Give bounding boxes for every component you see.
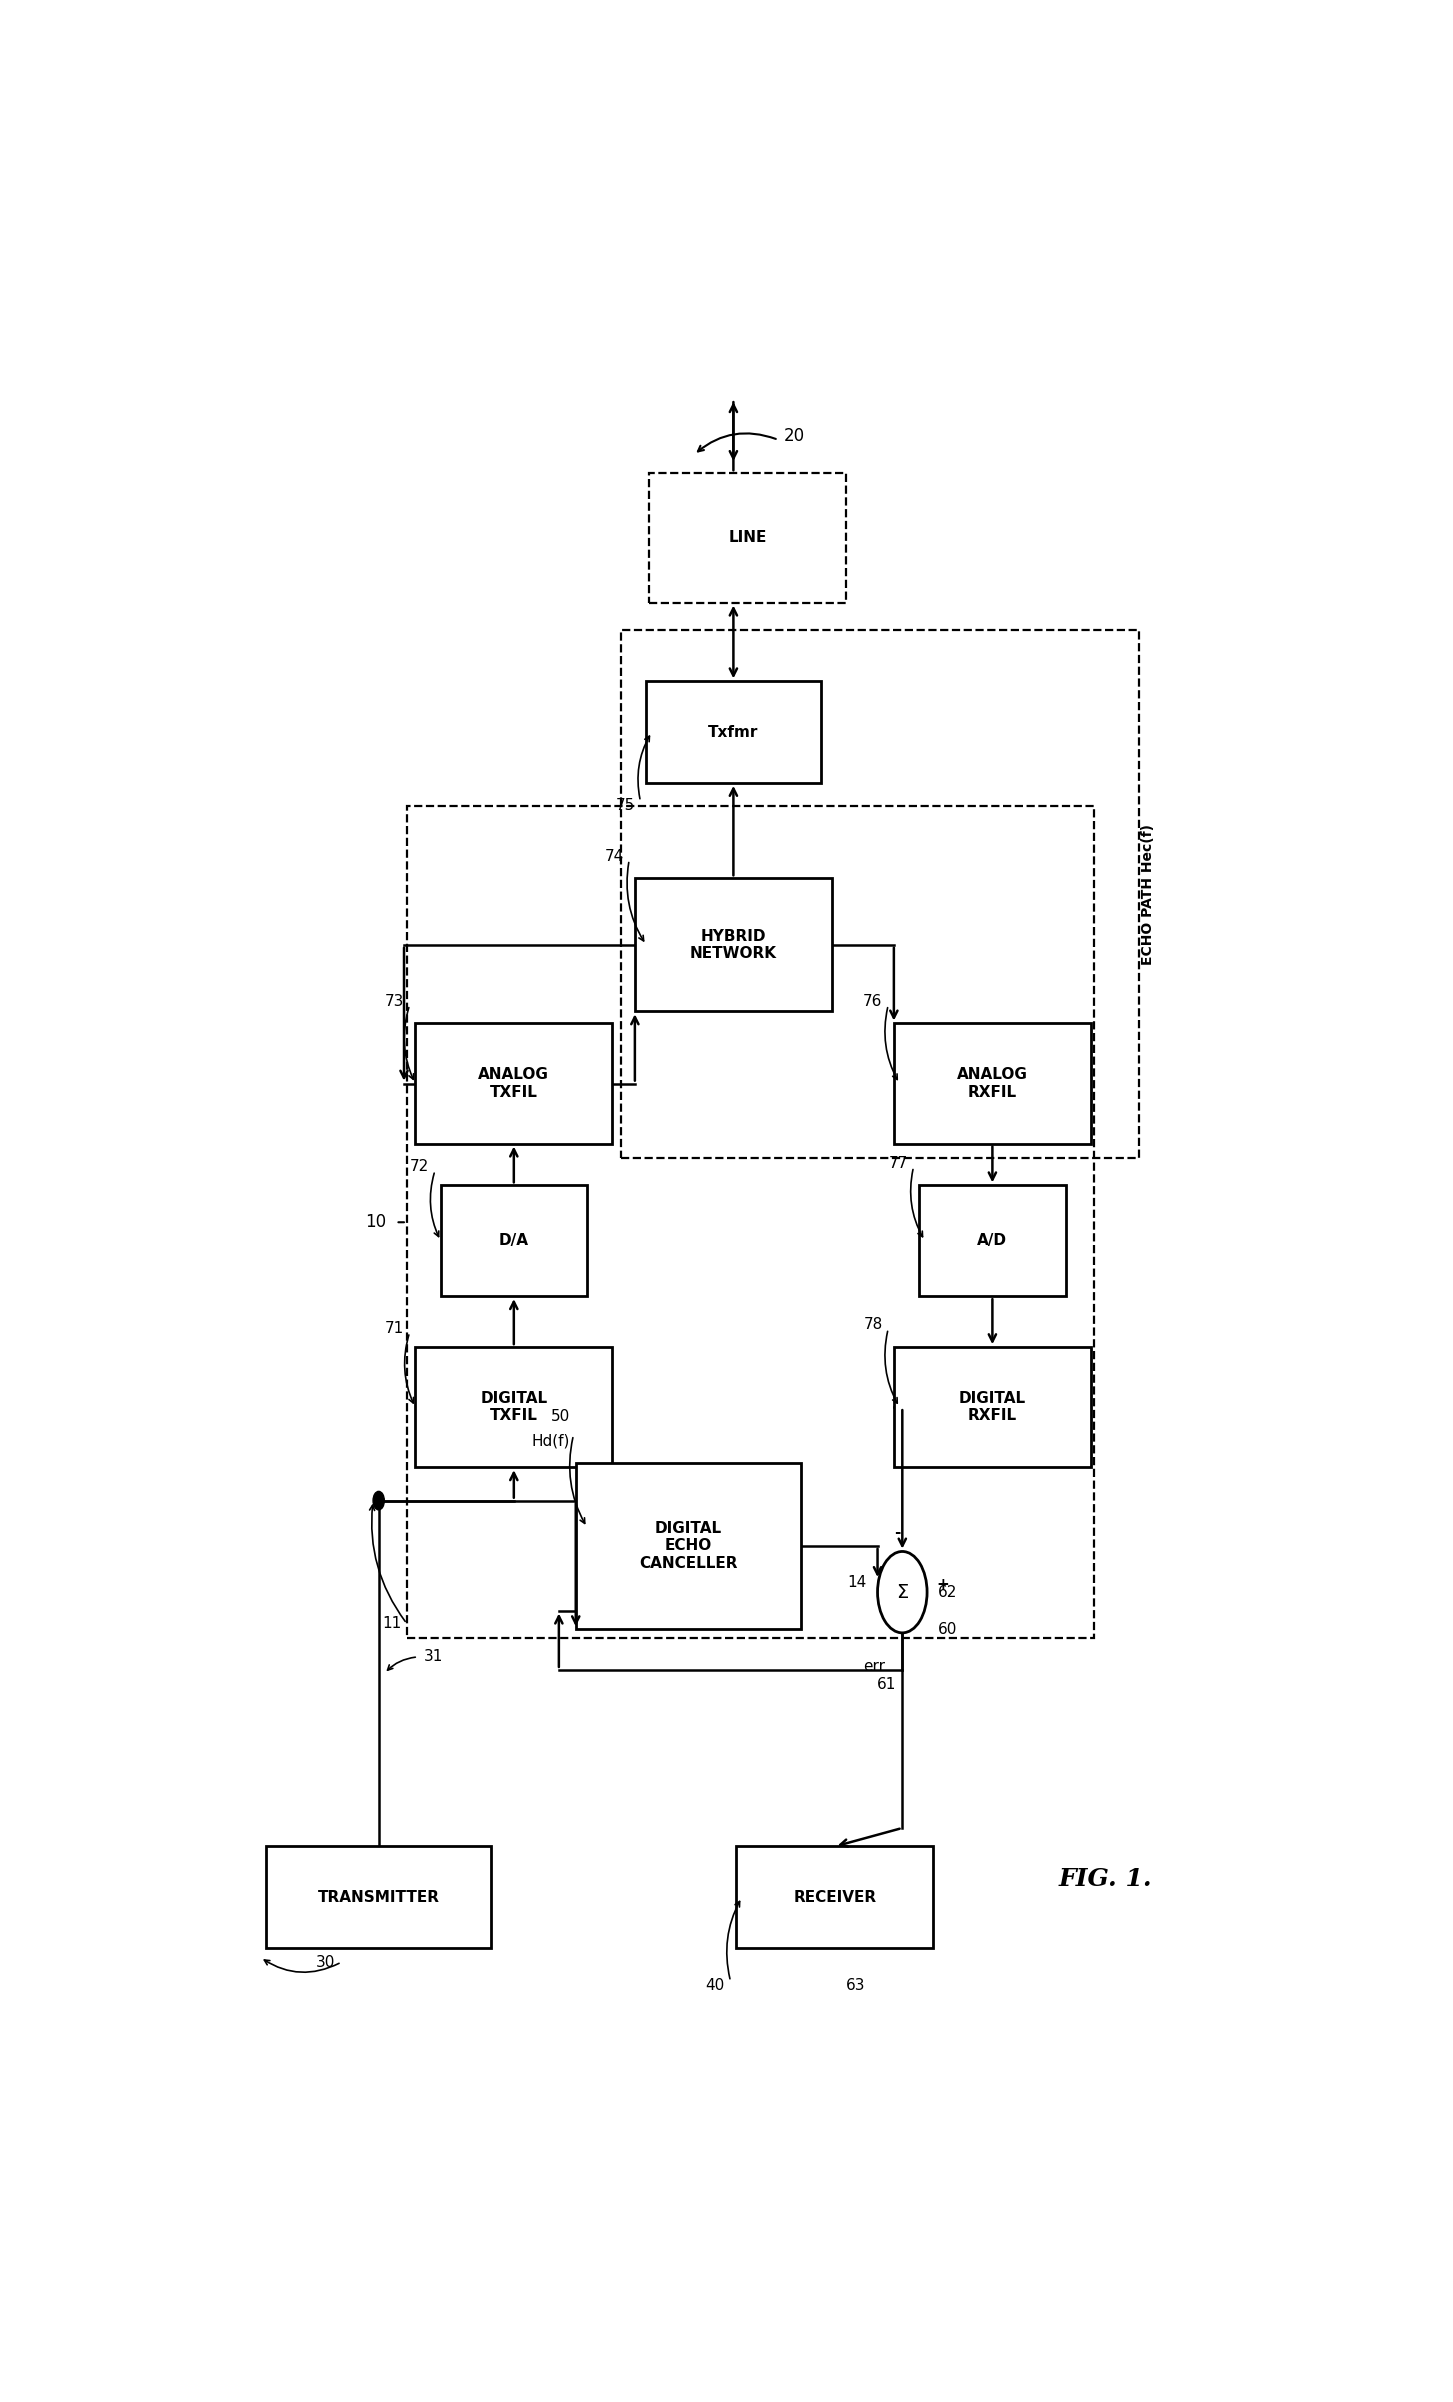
Text: 78: 78: [863, 1316, 882, 1333]
Bar: [575, 1463, 801, 1629]
Text: 63: 63: [846, 1977, 866, 1994]
Text: 60: 60: [939, 1621, 958, 1636]
Bar: [737, 1847, 933, 1948]
Text: 76: 76: [863, 994, 882, 1009]
Text: FIG. 1.: FIG. 1.: [1058, 1866, 1152, 1890]
Text: err: err: [863, 1660, 885, 1674]
Text: DIGITAL
ECHO
CANCELLER: DIGITAL ECHO CANCELLER: [639, 1520, 738, 1571]
Bar: [416, 1023, 612, 1143]
Text: ANALOG
TXFIL: ANALOG TXFIL: [478, 1066, 549, 1100]
Bar: [416, 1348, 612, 1468]
Circle shape: [373, 1492, 384, 1511]
Text: 74: 74: [604, 848, 623, 865]
Text: TRANSMITTER: TRANSMITTER: [318, 1890, 440, 1905]
Bar: [894, 1023, 1091, 1143]
Text: 11: 11: [382, 1617, 401, 1631]
Text: ECHO PATH Hec(f): ECHO PATH Hec(f): [1141, 824, 1155, 966]
Text: 40: 40: [706, 1977, 725, 1994]
Text: 50: 50: [551, 1410, 570, 1424]
Text: -: -: [895, 1525, 901, 1540]
Text: Hd(f): Hd(f): [532, 1434, 570, 1448]
Bar: [440, 1184, 587, 1297]
Text: 10: 10: [366, 1213, 386, 1232]
Bar: [920, 1184, 1065, 1297]
Text: HYBRID
NETWORK: HYBRID NETWORK: [690, 930, 777, 961]
Bar: [647, 682, 821, 783]
Text: 75: 75: [616, 797, 635, 812]
Text: LINE: LINE: [729, 531, 767, 545]
Text: 30: 30: [317, 1955, 336, 1970]
Bar: [894, 1348, 1091, 1468]
Bar: [407, 807, 1094, 1638]
Text: ANALOG
RXFIL: ANALOG RXFIL: [958, 1066, 1027, 1100]
Text: 73: 73: [385, 994, 404, 1009]
Text: 20: 20: [785, 428, 805, 444]
Text: 61: 61: [878, 1677, 897, 1691]
Text: 72: 72: [410, 1160, 430, 1175]
Text: RECEIVER: RECEIVER: [793, 1890, 876, 1905]
Text: $\Sigma$: $\Sigma$: [897, 1583, 908, 1602]
Bar: [635, 879, 833, 1011]
Bar: [266, 1847, 491, 1948]
Bar: [649, 473, 846, 603]
Text: DIGITAL
TXFIL: DIGITAL TXFIL: [481, 1391, 548, 1424]
Text: 77: 77: [889, 1155, 908, 1170]
Text: +: +: [936, 1578, 949, 1593]
Bar: [620, 629, 1139, 1158]
Text: 62: 62: [939, 1585, 958, 1600]
Text: DIGITAL
RXFIL: DIGITAL RXFIL: [959, 1391, 1026, 1424]
Text: Txfmr: Txfmr: [708, 725, 758, 740]
Text: 31: 31: [424, 1650, 443, 1665]
Text: 71: 71: [385, 1321, 404, 1336]
Text: 14: 14: [847, 1576, 866, 1590]
Text: A/D: A/D: [978, 1232, 1007, 1249]
Text: D/A: D/A: [498, 1232, 529, 1249]
